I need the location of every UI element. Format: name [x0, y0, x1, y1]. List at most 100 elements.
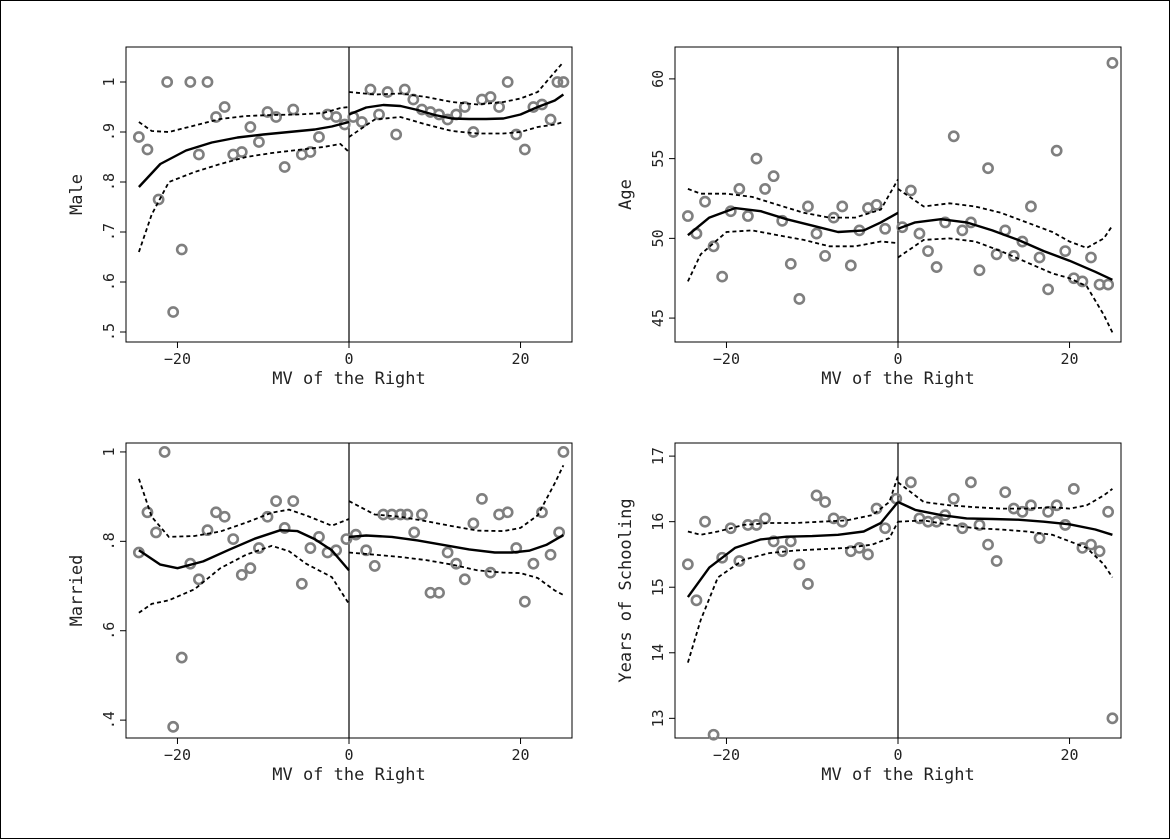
data-point	[767, 170, 780, 183]
ci-left-upper-line	[138, 478, 350, 538]
data-point	[862, 548, 874, 561]
data-point	[484, 91, 497, 103]
y-tick-label: .6	[100, 622, 118, 640]
data-point	[193, 148, 205, 161]
data-point	[982, 538, 994, 551]
data-point	[904, 184, 917, 197]
fit-left-line	[687, 206, 899, 237]
ci-right-lower-line	[348, 551, 564, 596]
data-point	[999, 486, 1012, 499]
data-point	[904, 476, 917, 489]
y-tick-label: 16	[649, 513, 667, 531]
y-tick-label: .7	[100, 223, 118, 241]
data-point	[201, 524, 214, 537]
data-point	[1102, 278, 1115, 291]
data-point	[844, 259, 857, 272]
data-point	[210, 506, 222, 519]
data-point	[501, 76, 514, 88]
fit-right-line	[348, 534, 564, 554]
fit-right-line	[897, 218, 1113, 281]
data-point	[381, 86, 394, 98]
data-point	[261, 106, 274, 118]
data-point	[364, 83, 377, 96]
data-point	[360, 544, 373, 557]
data-point	[368, 560, 381, 572]
y-tick-label: 60	[649, 70, 667, 88]
x-tick-label: 0	[344, 350, 353, 368]
data-point	[401, 508, 414, 521]
data-point	[990, 248, 1003, 261]
fit-left-line	[686, 501, 899, 598]
y-axis-title: Years of Schooling	[616, 498, 636, 682]
x-axis-title: MV of the Right	[272, 369, 426, 389]
data-point	[407, 93, 420, 106]
data-point	[501, 506, 514, 519]
data-point	[210, 111, 222, 123]
fit-right-line	[348, 93, 565, 121]
data-point	[1042, 283, 1054, 296]
data-point	[982, 162, 994, 175]
data-point	[141, 143, 154, 156]
x-axis-title: MV of the Right	[821, 765, 975, 785]
data-point	[527, 557, 540, 570]
data-point	[150, 526, 162, 539]
data-point	[218, 101, 231, 113]
data-point	[1093, 545, 1106, 558]
panel-age: −20 0 20 45 50 55 60 MV of the Right Age	[616, 46, 1122, 389]
data-point	[544, 113, 557, 126]
data-point	[913, 227, 926, 240]
y-axis-title: Married	[67, 555, 87, 627]
data-point	[1076, 275, 1089, 288]
data-point	[373, 108, 385, 121]
x-tick-label: 20	[512, 350, 530, 368]
data-point	[793, 293, 806, 305]
fit-left-line	[138, 120, 350, 188]
data-point	[416, 508, 428, 521]
data-point	[551, 76, 564, 88]
x-tick-label: 0	[344, 746, 353, 764]
data-point	[287, 495, 300, 508]
panel-male: −20 0 20 .5 .6 .7 .8 .9 1 MV of the Right Male	[67, 46, 573, 389]
data-point	[1059, 245, 1072, 258]
data-point	[132, 131, 145, 143]
data-point	[493, 101, 505, 113]
data-point	[716, 551, 729, 564]
data-point	[947, 130, 960, 143]
data-point	[218, 510, 231, 523]
y-tick-label: .4	[100, 711, 118, 729]
data-point	[759, 512, 771, 525]
data-point	[544, 548, 557, 561]
data-point	[707, 240, 720, 253]
ci-right-upper-line	[348, 464, 565, 533]
data-point	[557, 446, 570, 458]
data-point	[750, 152, 763, 165]
data-point	[776, 545, 789, 558]
data-point	[175, 651, 188, 664]
data-point	[1025, 499, 1037, 512]
data-point	[810, 489, 823, 502]
y-tick-label: 1	[100, 77, 118, 86]
ci-left-lower-line	[138, 143, 350, 253]
data-point	[253, 136, 265, 148]
data-point	[167, 720, 180, 733]
data-point	[733, 183, 746, 195]
data-point	[441, 546, 454, 559]
data-point	[433, 586, 445, 599]
data-point	[742, 210, 754, 222]
data-point	[776, 214, 789, 227]
ci-left-upper-line	[687, 475, 899, 536]
data-point	[349, 528, 362, 541]
y-tick-label: 15	[649, 578, 667, 596]
data-point	[355, 116, 368, 128]
data-point	[819, 249, 831, 262]
data-point	[1007, 249, 1020, 262]
y-tick-label: .8	[100, 173, 118, 191]
ci-right-lower-line	[348, 116, 564, 138]
data-point	[836, 200, 849, 213]
data-point	[235, 146, 248, 158]
data-point	[819, 496, 831, 508]
data-point	[836, 515, 849, 528]
data-point	[270, 495, 282, 508]
data-point	[707, 728, 720, 741]
data-point	[733, 555, 746, 567]
